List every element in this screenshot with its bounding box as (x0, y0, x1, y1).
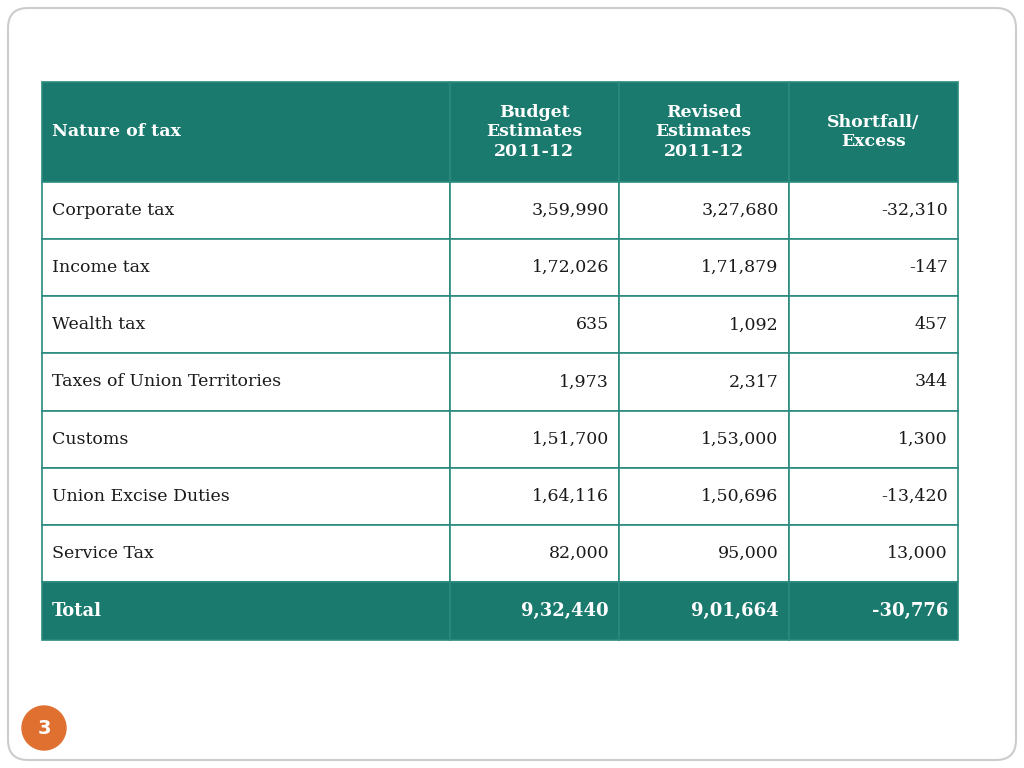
Bar (788, 353, 958, 411)
Bar (42, 411, 450, 468)
Bar (42, 525, 450, 582)
Text: Budget
Estimates
2011-12: Budget Estimates 2011-12 (486, 104, 583, 160)
Bar (620, 468, 788, 525)
Text: 1,53,000: 1,53,000 (701, 431, 778, 448)
Text: Total: Total (52, 602, 102, 620)
Text: 3,27,680: 3,27,680 (701, 202, 778, 219)
Bar (620, 582, 788, 640)
Bar (42, 182, 450, 239)
Bar (788, 525, 958, 582)
Bar (788, 582, 958, 640)
Text: 13,000: 13,000 (888, 545, 948, 562)
Text: Service Tax: Service Tax (52, 545, 154, 562)
Text: 635: 635 (575, 316, 609, 333)
Text: -147: -147 (909, 260, 948, 276)
Bar (450, 182, 620, 239)
Bar (620, 411, 788, 468)
Text: 1,092: 1,092 (729, 316, 778, 333)
Bar (788, 296, 958, 353)
Text: Corporate tax: Corporate tax (52, 202, 174, 219)
Text: 344: 344 (914, 373, 948, 390)
Text: 1,300: 1,300 (898, 431, 948, 448)
Bar (42, 82, 450, 182)
Text: Union Excise Duties: Union Excise Duties (52, 488, 229, 505)
Text: 9,01,664: 9,01,664 (691, 602, 778, 620)
Text: -32,310: -32,310 (882, 202, 948, 219)
Bar (450, 82, 620, 182)
Text: 95,000: 95,000 (718, 545, 778, 562)
Text: 82,000: 82,000 (549, 545, 609, 562)
Bar (450, 468, 620, 525)
Text: 1,50,696: 1,50,696 (701, 488, 778, 505)
Text: 1,64,116: 1,64,116 (532, 488, 609, 505)
Circle shape (22, 706, 66, 750)
Text: -30,776: -30,776 (871, 602, 948, 620)
Text: 3,59,990: 3,59,990 (531, 202, 609, 219)
Bar (450, 411, 620, 468)
Text: 1,51,700: 1,51,700 (531, 431, 609, 448)
Bar (788, 239, 958, 296)
Text: Customs: Customs (52, 431, 128, 448)
Bar (788, 82, 958, 182)
Bar (620, 525, 788, 582)
Bar (620, 82, 788, 182)
Bar (42, 239, 450, 296)
Bar (788, 411, 958, 468)
Bar (42, 353, 450, 411)
Bar (42, 296, 450, 353)
Text: Revised
Estimates
2011-12: Revised Estimates 2011-12 (655, 104, 752, 160)
Bar (788, 182, 958, 239)
Bar (620, 353, 788, 411)
Bar (620, 296, 788, 353)
Bar (620, 239, 788, 296)
Text: 2,317: 2,317 (729, 373, 778, 390)
Text: Shortfall/
Excess: Shortfall/ Excess (827, 114, 920, 151)
Text: Taxes of Union Territories: Taxes of Union Territories (52, 373, 282, 390)
Bar (450, 582, 620, 640)
Bar (788, 468, 958, 525)
Text: 1,72,026: 1,72,026 (531, 260, 609, 276)
Text: Wealth tax: Wealth tax (52, 316, 145, 333)
Bar (450, 239, 620, 296)
Text: 1,973: 1,973 (559, 373, 609, 390)
Bar (450, 525, 620, 582)
Text: 3: 3 (37, 719, 51, 737)
Text: -13,420: -13,420 (882, 488, 948, 505)
Bar (42, 582, 450, 640)
Bar (620, 182, 788, 239)
Text: Income tax: Income tax (52, 260, 150, 276)
Text: Nature of tax: Nature of tax (52, 124, 181, 141)
Bar (450, 296, 620, 353)
Text: 1,71,879: 1,71,879 (701, 260, 778, 276)
Text: 457: 457 (914, 316, 948, 333)
Text: 9,32,440: 9,32,440 (521, 602, 609, 620)
Bar (450, 353, 620, 411)
Bar (42, 468, 450, 525)
